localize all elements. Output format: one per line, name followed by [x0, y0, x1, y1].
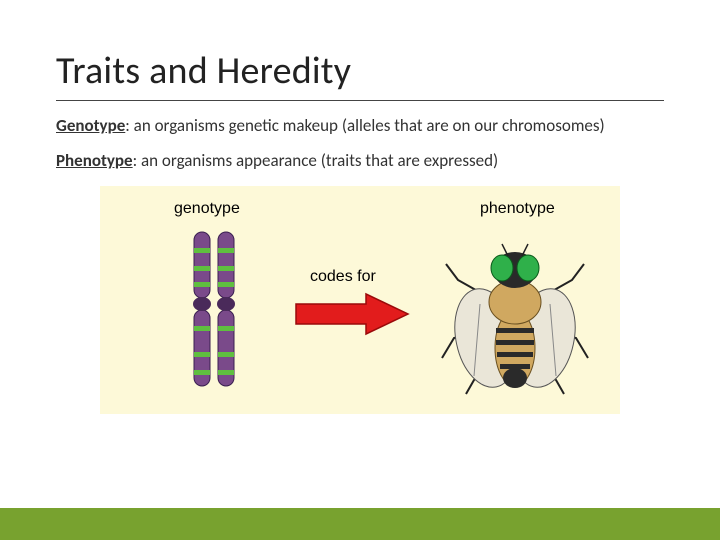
slide: Traits and Heredity Genotype: an organis…: [0, 0, 720, 540]
page-title: Traits and Heredity: [56, 48, 664, 94]
definition-term-phenotype: Phenotype: [56, 150, 133, 171]
diagram-container: genotype phenotype codes for: [100, 186, 620, 414]
definition-text-genotype: : an organisms genetic makeup (alleles t…: [125, 115, 604, 136]
footer-bar: [0, 508, 720, 540]
title-divider: [56, 100, 664, 101]
chromosome-icon: [188, 226, 244, 396]
label-phenotype: phenotype: [480, 200, 555, 218]
definition-phenotype: Phenotype: an organisms appearance (trai…: [56, 150, 656, 171]
definition-text-phenotype: : an organisms appearance (traits that a…: [133, 150, 499, 171]
fly-icon: [430, 220, 600, 400]
definition-genotype: Genotype: an organisms genetic makeup (a…: [56, 115, 656, 136]
arrow-icon: [292, 290, 412, 338]
definition-term-genotype: Genotype: [56, 115, 125, 136]
label-genotype: genotype: [174, 200, 240, 218]
label-codes-for: codes for: [310, 268, 376, 286]
diagram-background: genotype phenotype codes for: [100, 186, 620, 414]
